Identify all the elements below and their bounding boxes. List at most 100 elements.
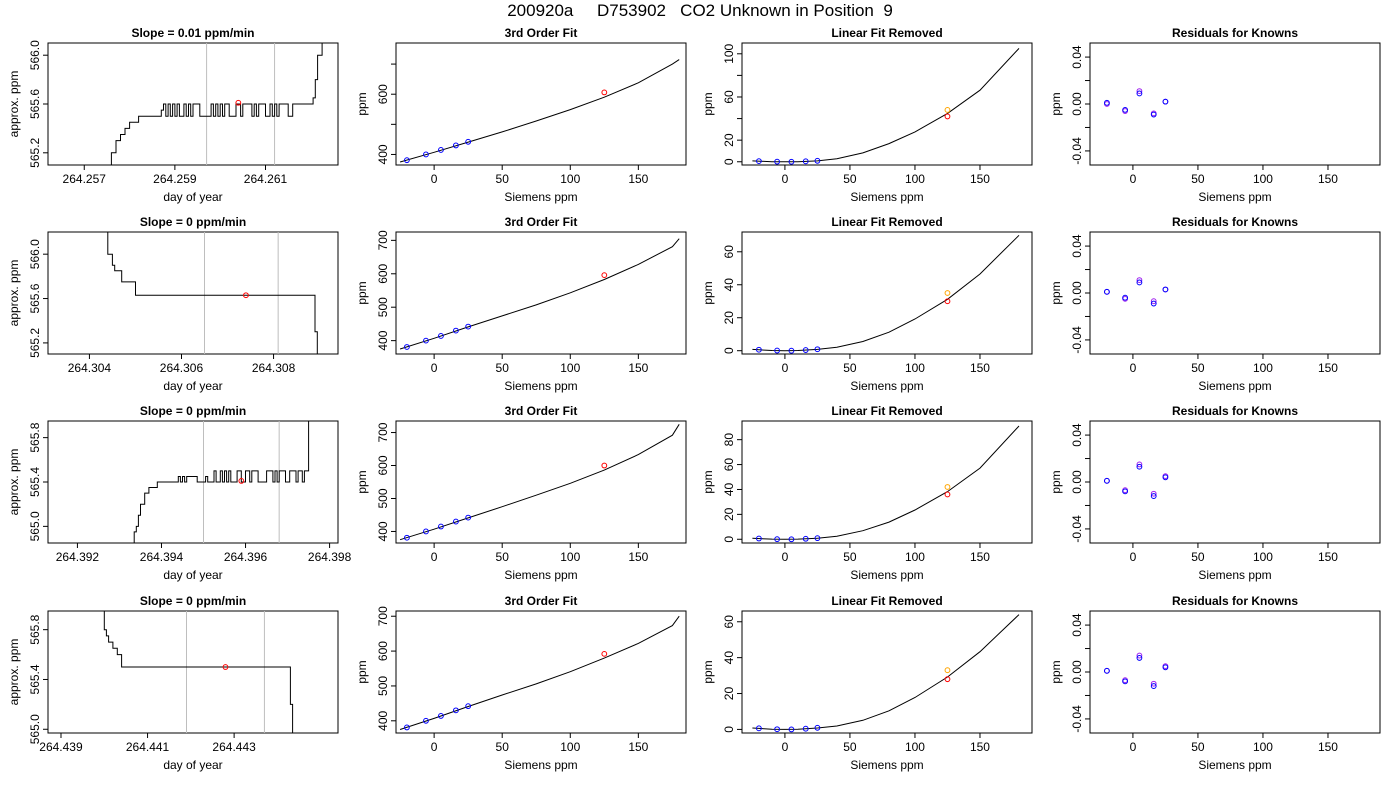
unknown-mean-marker (238, 477, 245, 484)
y-tick-label: 565.2 (28, 137, 42, 167)
known-standard-point (774, 347, 781, 354)
known-standard-point (403, 534, 410, 541)
x-tick-label: 150 (1318, 361, 1338, 375)
known-standard-point (453, 327, 459, 334)
known-standard-point (438, 147, 444, 153)
third-order-fit-panel-r1: 3rd Order Fit 0 50 100 150 400 600 Siemens ppm p… (355, 26, 687, 204)
residual-point (1104, 99, 1110, 106)
residual-point (1122, 678, 1129, 685)
y-tick-label: 20 (722, 687, 736, 701)
known-standard-point (814, 535, 821, 542)
raw-unknown-point (944, 290, 951, 296)
known-standard-point (756, 725, 762, 732)
y-tick-label: 40 (722, 482, 736, 496)
x-tick-label: 150 (970, 361, 990, 375)
unknown-point (601, 89, 608, 96)
residuals-panel-r4: Residuals for Knowns 0 50 100 150 -0.04 0.00 0.… (1049, 594, 1381, 772)
raw-unknown-point (944, 484, 951, 490)
known-standard-point (788, 347, 795, 354)
y-tick-label: 100 (722, 43, 736, 63)
x-tick-label: 264.306 (160, 361, 204, 375)
x-axis-label: day of year (163, 568, 222, 582)
y-tick-label: 500 (376, 297, 390, 317)
x-axis-label: Siemens ppm (1198, 758, 1271, 772)
y-tick-label: 565.0 (28, 511, 42, 541)
plot-frame (47, 420, 339, 544)
plot-frame (1089, 42, 1381, 166)
y-tick-label: 0.04 (1070, 423, 1084, 447)
y-tick-label: 0.00 (1070, 92, 1084, 116)
y-tick-label: 566.0 (28, 40, 42, 70)
known-standard-point (453, 518, 459, 525)
x-tick-label: 0 (431, 172, 438, 186)
residual-point (1136, 461, 1143, 468)
known-standard-point (774, 158, 781, 165)
y-axis-label: ppm (355, 470, 369, 493)
panel-title: Linear Fit Removed (831, 26, 942, 40)
known-standard-point (423, 717, 429, 724)
y-tick-label: 500 (376, 488, 390, 508)
x-tick-label: 100 (905, 550, 925, 564)
x-tick-label: 0 (782, 550, 789, 564)
linear-fit-removed-panel-r3: Linear Fit Removed 0 50 100 150 0 20 40 60 80 Siem… (701, 404, 1033, 582)
y-tick-label: -0.04 (1070, 515, 1084, 543)
y-tick-label: 600 (376, 455, 390, 475)
x-tick-label: 150 (628, 172, 648, 186)
time-trace-panel-r4: Slope = 0 ppm/min 264.439 264.441 264.443 56… (7, 594, 339, 772)
y-tick-label: 565.8 (28, 422, 42, 452)
known-standard-point (814, 724, 821, 731)
plot-frame (47, 610, 339, 734)
y-axis-label: ppm (355, 660, 369, 683)
y-tick-label: 40 (722, 651, 736, 665)
residual-point (1162, 98, 1169, 105)
residual-point (1150, 490, 1157, 497)
x-tick-label: 100 (560, 172, 580, 186)
trace-line (103, 231, 318, 354)
x-axis-label: Siemens ppm (504, 190, 577, 204)
known-standard-point (802, 158, 809, 165)
known-standard-point (438, 523, 444, 530)
unknown-point (944, 491, 951, 498)
y-tick-label: 0 (722, 347, 736, 354)
y-axis-label: ppm (701, 281, 715, 304)
x-tick-label: 264.308 (252, 361, 296, 375)
y-tick-label: 700 (376, 422, 390, 442)
x-axis-label: Siemens ppm (504, 568, 577, 582)
panel-title: Linear Fit Removed (831, 594, 942, 608)
y-tick-label: 400 (376, 521, 390, 541)
panel-title: Residuals for Knowns (1172, 215, 1298, 229)
x-tick-label: 264.443 (212, 740, 256, 754)
y-tick-label: 40 (722, 278, 736, 292)
x-tick-label: 150 (1318, 172, 1338, 186)
y-tick-label: 20 (722, 133, 736, 147)
y-tick-label: 565.4 (28, 467, 42, 497)
x-tick-label: 50 (496, 172, 510, 186)
residuals-panel-r3: Residuals for Knowns 0 50 100 150 -0.04 0.00 0.… (1049, 404, 1381, 582)
x-tick-label: 100 (560, 361, 580, 375)
panel-title: Residuals for Knowns (1172, 594, 1298, 608)
x-axis-label: Siemens ppm (1198, 190, 1271, 204)
y-axis-label: ppm (1049, 660, 1063, 683)
plot-frame (1089, 610, 1381, 734)
x-tick-label: 0 (431, 740, 438, 754)
x-axis-label: Siemens ppm (850, 758, 923, 772)
trace-line (99, 610, 294, 733)
x-tick-label: 0 (431, 550, 438, 564)
known-standard-point (774, 536, 781, 543)
x-axis-label: Siemens ppm (504, 379, 577, 393)
x-axis-label: Siemens ppm (850, 568, 923, 582)
x-tick-label: 0 (782, 172, 789, 186)
known-standard-point (438, 333, 444, 339)
x-tick-label: 50 (843, 361, 857, 375)
panel-title: Linear Fit Removed (831, 404, 942, 418)
linear-fit-removed-panel-r2: Linear Fit Removed 0 50 100 150 0 20 40 60 Siemen… (701, 215, 1033, 393)
x-tick-label: 50 (1191, 740, 1205, 754)
x-tick-label: 264.259 (153, 172, 197, 186)
residual-point (1162, 664, 1169, 671)
y-tick-label: 565.4 (28, 664, 42, 694)
y-tick-label: 565.8 (28, 614, 42, 644)
x-tick-label: 100 (905, 740, 925, 754)
known-standard-point (465, 514, 472, 521)
panel-title: 3rd Order Fit (505, 404, 578, 418)
fit-curve (752, 614, 1020, 730)
